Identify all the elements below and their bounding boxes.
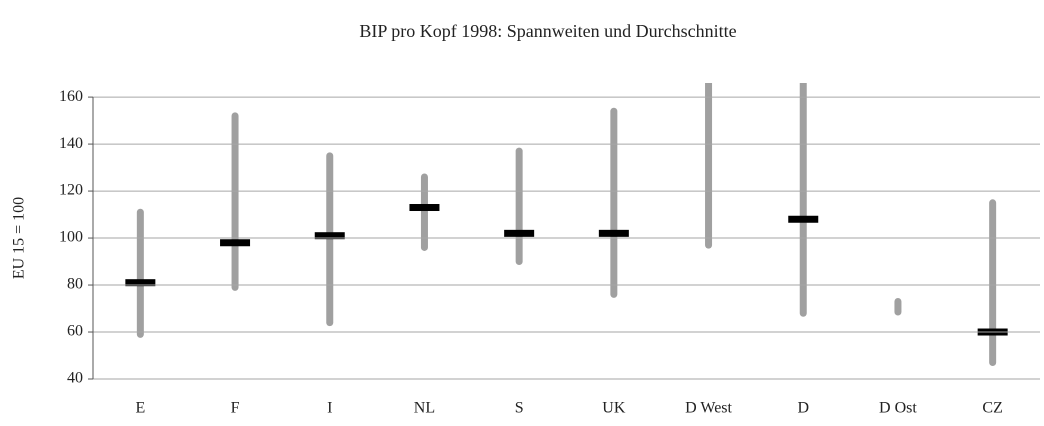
x-tick-label: NL: [414, 400, 435, 417]
mean-bar: [220, 239, 251, 247]
x-tick-label: D West: [685, 400, 732, 417]
y-tick-label: 120: [59, 182, 83, 199]
y-tick-label: 80: [67, 276, 83, 293]
x-tick-label: D: [797, 400, 809, 417]
y-tick-label: 140: [59, 135, 83, 152]
mean-bar: [504, 229, 535, 237]
y-tick-label: 40: [67, 370, 83, 387]
x-tick-label: I: [327, 400, 332, 417]
mean-bar: [788, 215, 819, 223]
x-tick-label: CZ: [982, 400, 1002, 417]
x-tick-label: F: [231, 400, 240, 417]
y-tick-label: 100: [59, 229, 83, 246]
y-axis-label: EU 15 = 100: [11, 197, 28, 279]
y-tick-label: 60: [67, 323, 83, 340]
x-tick-label: UK: [602, 400, 626, 417]
y-tick-label: 160: [59, 88, 83, 105]
x-tick-label: E: [135, 400, 145, 417]
x-tick-label: D Ost: [879, 400, 917, 417]
mean-bar: [314, 232, 345, 240]
mean-bar: [125, 279, 156, 287]
mean-bar: [409, 204, 440, 212]
chart-title: BIP pro Kopf 1998: Spannweiten und Durch…: [359, 21, 736, 41]
x-tick-label: S: [515, 400, 524, 417]
mean-bar: [598, 229, 629, 237]
